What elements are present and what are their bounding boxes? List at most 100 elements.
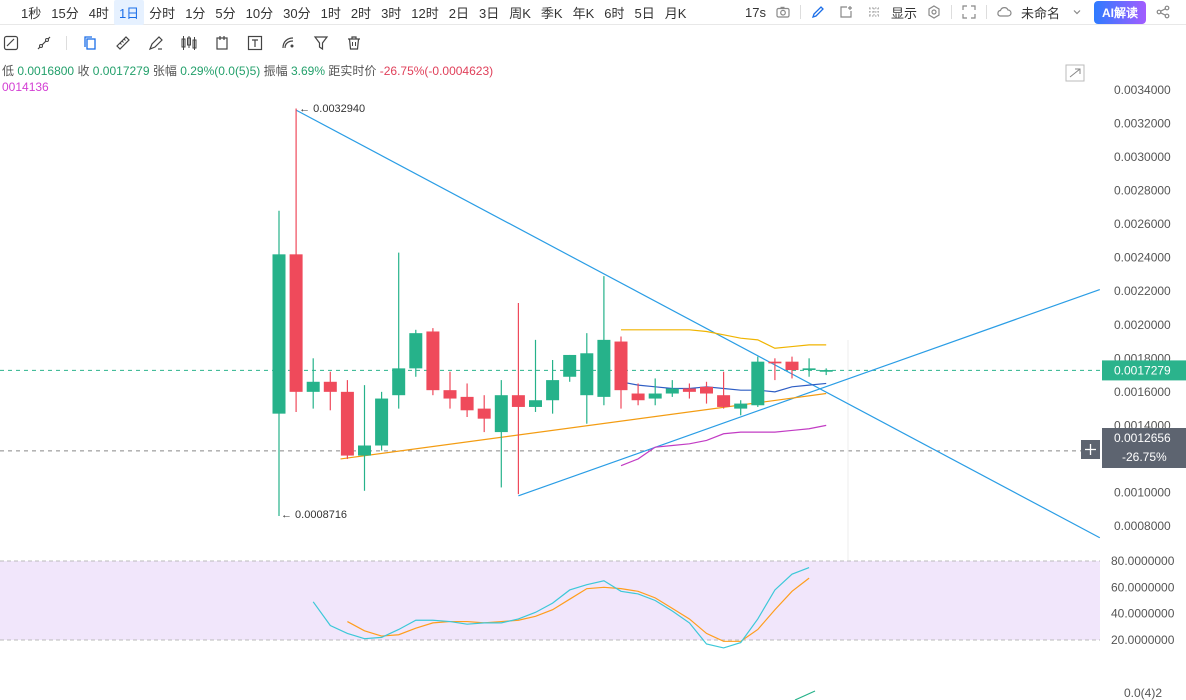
- timeframe-item[interactable]: 1日: [113, 0, 145, 25]
- candle-body: [785, 361, 799, 371]
- add-window-icon[interactable]: [835, 1, 857, 23]
- timeframe-item[interactable]: 12时: [411, 5, 439, 21]
- amplitude-label: 振幅: [263, 64, 288, 78]
- close-value: 0.0017279: [92, 64, 150, 78]
- trash-icon[interactable]: [343, 32, 365, 54]
- distance-value: -26.75%(-0.0004623): [379, 64, 494, 78]
- candlestick-tool-icon[interactable]: [178, 32, 200, 54]
- camera-icon[interactable]: [772, 1, 794, 23]
- price-axis-tick: 0.0030000: [1114, 150, 1171, 164]
- candle-body: [409, 333, 423, 369]
- low-marker: ← 0.0008716: [281, 509, 347, 521]
- candle-body: [375, 398, 389, 446]
- crosshair-pct-label: -26.75%: [1122, 450, 1167, 464]
- copy-icon[interactable]: [79, 32, 101, 54]
- oscillator-slow-line: [347, 577, 810, 642]
- toolbar: 1秒 15分 4时 1日 分时 1分 5分 10分 30分 1时 2时 3时 12时 2日 3日 周K 季K 年K…: [0, 0, 1186, 25]
- candle-body: [494, 395, 508, 433]
- text-tool-icon[interactable]: [244, 32, 266, 54]
- timeframe-item[interactable]: 3日: [479, 5, 500, 21]
- current-price-label: 0.0017279: [1114, 363, 1171, 377]
- candle-body: [648, 393, 662, 399]
- oscillator-band: [0, 561, 1100, 640]
- timeframe-item[interactable]: 6时: [604, 5, 625, 21]
- timeframe-item[interactable]: 周K: [509, 5, 531, 21]
- timeframe-list: 1秒 15分 4时 1日 分时 1分 5分 10分 30分 1时 2时 3时 12时 2日 3日 周K 季K 年K…: [0, 0, 691, 25]
- price-range-icon[interactable]: [211, 32, 233, 54]
- ruler-icon[interactable]: [112, 32, 134, 54]
- share-icon[interactable]: [1152, 1, 1174, 23]
- timeframe-item[interactable]: 1时: [320, 5, 341, 21]
- ohlc-info-bar: 低 0.0016800 收 0.0017279 张幅 0.29%(0.0(5)5…: [2, 62, 493, 79]
- candle-body: [580, 353, 594, 396]
- timeframe-item[interactable]: 3时: [381, 5, 402, 21]
- current-price-badge: [1102, 360, 1186, 381]
- close-label: 收: [77, 64, 90, 78]
- timeframe-item[interactable]: 2时: [350, 5, 372, 21]
- candle-body: [306, 381, 320, 392]
- ascending-trendline: [518, 288, 1101, 497]
- brush-icon[interactable]: [145, 32, 167, 54]
- candle-body: [768, 361, 782, 364]
- drawing-toolbar: [0, 30, 376, 56]
- candle-body: [340, 391, 354, 456]
- chevron-down-icon[interactable]: [1066, 1, 1088, 23]
- candle-body: [426, 331, 440, 391]
- upper-band: [621, 329, 827, 349]
- oscillator-tick: 20.0000000: [1111, 633, 1175, 647]
- layout-name[interactable]: 未命名: [1020, 5, 1060, 21]
- lower-band: [620, 424, 827, 467]
- timeframe-item[interactable]: 5分: [215, 5, 236, 21]
- timeframe-item[interactable]: 2日: [448, 5, 469, 21]
- timeframe-item[interactable]: 季K: [540, 5, 563, 21]
- magnet-icon[interactable]: [0, 32, 22, 54]
- candle-body: [358, 445, 371, 456]
- amplitude-value: 3.69%: [290, 64, 326, 78]
- display-button[interactable]: 显示: [890, 5, 917, 21]
- filter-icon[interactable]: [310, 32, 332, 54]
- pen-icon[interactable]: [807, 1, 829, 23]
- candle-body: [289, 254, 303, 392]
- ai-interpret-button[interactable]: AI解读: [1093, 0, 1146, 24]
- pattern-icon[interactable]: [277, 32, 299, 54]
- change-value: 0.29%(0.0(5)5): [180, 64, 261, 78]
- price-axis-tick: 0.0008000: [1114, 519, 1171, 533]
- candle-body: [323, 381, 337, 392]
- candle-body: [614, 341, 628, 391]
- timeframe-item[interactable]: 年K: [572, 5, 595, 21]
- trendline-tool-icon[interactable]: [33, 32, 55, 54]
- candle-body: [717, 395, 731, 407]
- toolbar-divider: [799, 5, 801, 19]
- candle-body: [563, 354, 577, 377]
- timeframe-item[interactable]: 1秒: [21, 5, 42, 21]
- bottom-indicator-line: [794, 690, 816, 700]
- candle-body: [819, 370, 833, 372]
- low-value: 0.0016800: [17, 64, 75, 78]
- timeframe-item[interactable]: 10分: [245, 5, 274, 21]
- cloud-icon[interactable]: [993, 1, 1015, 23]
- price-axis-tick: 0.0024000: [1114, 251, 1171, 265]
- low-label: 低: [2, 64, 15, 78]
- candle-body: [511, 395, 525, 407]
- candle-body: [802, 368, 816, 371]
- oscillator-tick: 60.0000000: [1111, 580, 1175, 594]
- timeframe-item[interactable]: 1分: [185, 5, 206, 21]
- expand-icon: [1069, 68, 1081, 78]
- price-axis-tick: 0.0022000: [1114, 284, 1171, 298]
- timeframe-item[interactable]: 4时: [88, 5, 109, 21]
- indicator-value: 0014136: [2, 80, 49, 94]
- candle-body: [546, 380, 560, 401]
- timeframe-item[interactable]: 月K: [664, 5, 687, 21]
- timeframe-item[interactable]: 5日: [634, 5, 655, 21]
- settings-icon[interactable]: [923, 1, 945, 23]
- oscillator-tick: 40.0000000: [1111, 607, 1175, 621]
- fullscreen-icon[interactable]: [958, 1, 980, 23]
- timeframe-item[interactable]: 分时: [149, 5, 176, 21]
- price-axis-tick: 0.0032000: [1114, 117, 1171, 131]
- candle-body: [460, 396, 474, 411]
- crosshair-price-label: 0.0012656: [1114, 431, 1171, 445]
- timeframe-item[interactable]: 30分: [283, 5, 311, 21]
- grid-icon[interactable]: [863, 1, 885, 23]
- timeframe-item[interactable]: 15分: [51, 5, 79, 21]
